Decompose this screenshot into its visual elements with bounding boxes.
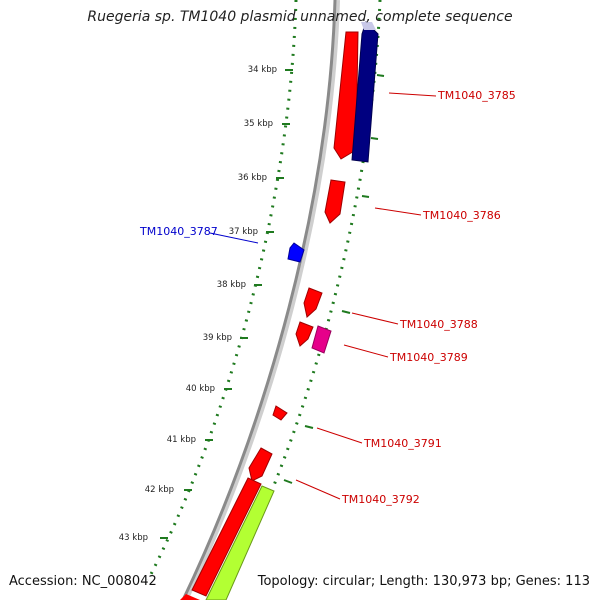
outer-dash-2 xyxy=(370,137,379,140)
leader-tm1040-3791 xyxy=(316,427,363,444)
scale-label-42: 42 kbp xyxy=(145,485,174,495)
leader-tm1040-3785 xyxy=(388,92,437,97)
summary-label: Topology: circular; Length: 130,973 bp; … xyxy=(257,574,590,589)
gene-tm1040-3787[interactable] xyxy=(287,242,305,263)
outer-dash-3 xyxy=(361,195,370,198)
label-tm1040-3786[interactable]: TM1040_3786 xyxy=(422,209,501,222)
gene-tm1040-3788b[interactable] xyxy=(295,321,314,347)
gene-tm1040-3785[interactable] xyxy=(333,31,359,160)
accession-label: Accession: NC_008042 xyxy=(9,574,157,589)
outer-dash-4 xyxy=(341,310,351,314)
gene-tm1040-3789[interactable] xyxy=(311,325,332,354)
scale-label-37: 37 kbp xyxy=(229,227,258,237)
label-tm1040-3791[interactable]: TM1040_3791 xyxy=(363,437,442,450)
leader-tm1040-3789 xyxy=(343,344,389,358)
gene-reverse-dark-cap xyxy=(361,22,376,30)
scale-label-39: 39 kbp xyxy=(203,333,232,343)
leader-tm1040-3788 xyxy=(351,312,399,325)
label-tm1040-3787[interactable]: TM1040_3787 xyxy=(139,225,218,238)
scale-label-40: 40 kbp xyxy=(186,384,215,394)
scale-label-36: 36 kbp xyxy=(238,173,267,183)
outer-dash-1 xyxy=(376,74,385,77)
label-tm1040-3789[interactable]: TM1040_3789 xyxy=(389,351,468,364)
backbone-shade xyxy=(182,0,340,600)
region-lime xyxy=(205,485,275,600)
label-tm1040-3785[interactable]: TM1040_3785 xyxy=(437,89,516,102)
gene-tm1040-3792[interactable] xyxy=(191,477,262,597)
backbone xyxy=(181,0,337,600)
gene-tm1040-3788[interactable] xyxy=(303,287,323,318)
leader-tm1040-3792 xyxy=(295,479,341,500)
gene-tm1040-3791[interactable] xyxy=(272,405,288,421)
leader-tm1040-3786 xyxy=(374,207,422,216)
scale-label-41: 41 kbp xyxy=(167,435,196,445)
leader-tm1040-3787 xyxy=(209,232,259,244)
gene-tm1040-3786[interactable] xyxy=(324,179,346,224)
gene-red-bottom[interactable] xyxy=(180,594,200,600)
scale-label-38: 38 kbp xyxy=(217,280,246,290)
scale-label-34: 34 kbp xyxy=(248,65,277,75)
gene-red-small-lower[interactable] xyxy=(248,447,273,482)
scale-label-43: 43 kbp xyxy=(119,533,148,543)
outer-dash-5 xyxy=(304,425,314,429)
label-tm1040-3788[interactable]: TM1040_3788 xyxy=(399,318,478,331)
label-tm1040-3792[interactable]: TM1040_3792 xyxy=(341,493,420,506)
map-title: Ruegeria sp. TM1040 plasmid unnamed, com… xyxy=(87,9,513,25)
outer-dash-6 xyxy=(283,479,293,484)
scale-label-35: 35 kbp xyxy=(244,119,273,129)
